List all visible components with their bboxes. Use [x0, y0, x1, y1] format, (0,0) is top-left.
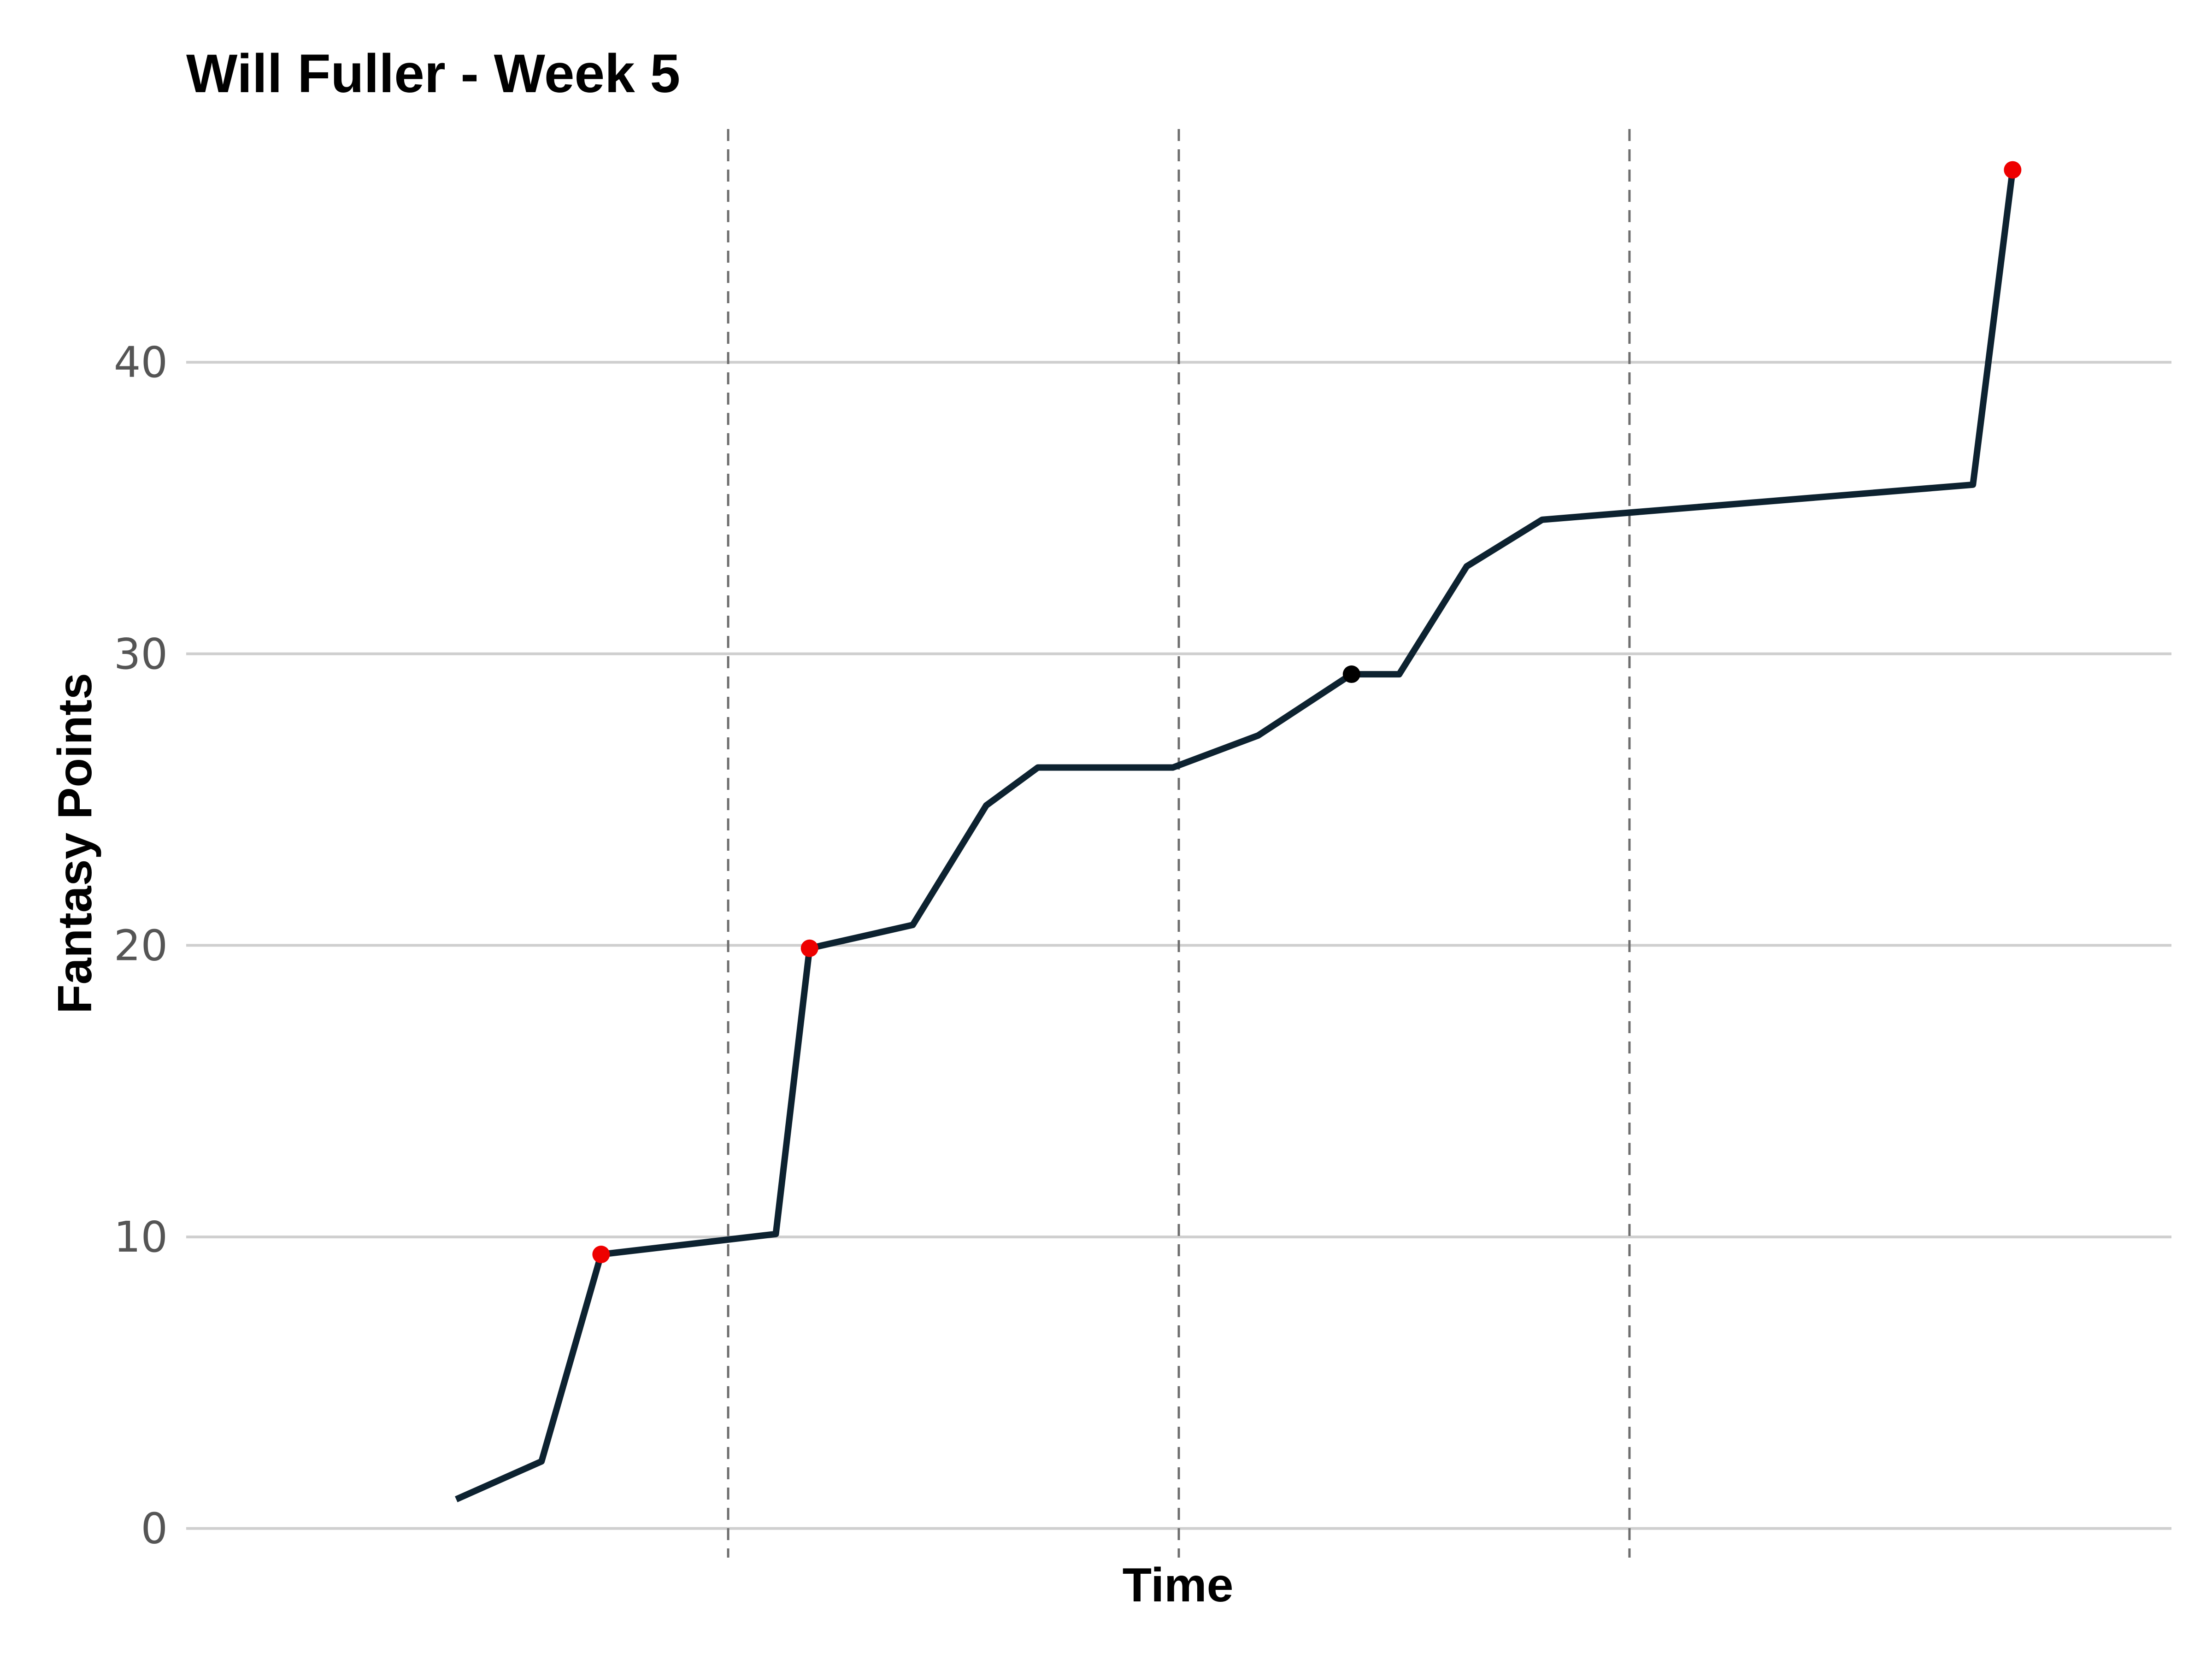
y-tick-labels: 0 10 20 30 40 [114, 338, 168, 1553]
series-layer [455, 169, 2016, 1502]
marker-point-4 [2004, 161, 2022, 179]
y-tick-label-20: 20 [114, 921, 168, 970]
marker-point-2 [800, 939, 818, 957]
y-tick-label-10: 10 [114, 1212, 168, 1262]
y-tick-label-30: 30 [114, 629, 168, 679]
quarter-dividers [727, 129, 1631, 1558]
scoring-markers [592, 161, 2022, 1264]
y-tick-label-40: 40 [114, 338, 168, 387]
y-tick-label-0: 0 [141, 1504, 168, 1553]
marker-point-3 [1342, 665, 1360, 683]
y-axis-title: Fantasy Points [48, 673, 102, 1014]
chart-title: Will Fuller - Week 5 [186, 43, 680, 104]
x-axis-title: Time [1123, 1559, 1234, 1612]
series-line-1 [455, 169, 2016, 1502]
marker-point-1 [592, 1246, 610, 1264]
